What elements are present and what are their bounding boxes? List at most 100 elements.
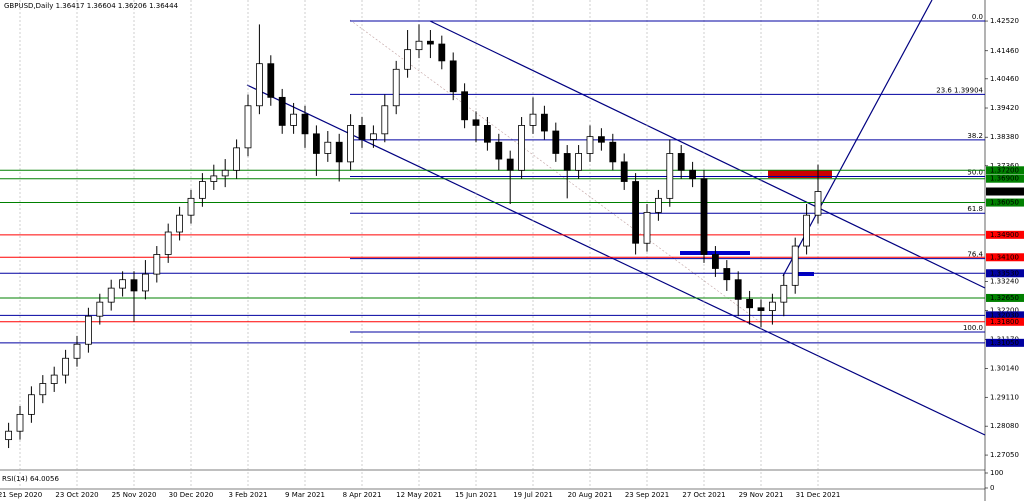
zone: [798, 272, 814, 276]
candle-body: [461, 91, 469, 121]
level-label: 1.36900: [990, 175, 1019, 183]
chart-title: GBPUSD,Daily 1.36417 1.36604 1.36206 1.3…: [4, 2, 179, 10]
candle-body: [176, 214, 184, 233]
candle-body: [757, 307, 765, 311]
level-tag: [986, 230, 1024, 239]
y-tick-label: 1.41460: [990, 47, 1019, 55]
level-tag: [986, 338, 1024, 347]
y-tick-label: 1.38380: [990, 133, 1019, 141]
candle-body: [506, 158, 514, 171]
level-label: 1.34900: [990, 231, 1019, 239]
candle-body: [5, 430, 12, 441]
level-tag: [986, 317, 1024, 326]
candle-body: [107, 287, 115, 303]
candle-body: [347, 125, 355, 163]
candle-body: [96, 301, 104, 317]
y-tick-label: 1.27050: [990, 451, 1019, 459]
y-tick-label: 1.30140: [990, 364, 1019, 372]
candle-body: [769, 301, 776, 311]
fib-label: 38.2: [967, 132, 983, 140]
x-tick-label: 31 Dec 2021: [796, 491, 841, 499]
y-tick-label: 1.39420: [990, 104, 1019, 112]
level-tag: [986, 253, 1024, 262]
candle-body: [723, 268, 731, 281]
candle-body: [85, 315, 92, 345]
candle-body: [255, 63, 263, 107]
candle-body: [130, 279, 138, 292]
fib-base-line: [349, 19, 761, 323]
level-label: 1.34100: [990, 253, 1019, 261]
candle-body: [677, 153, 685, 171]
candle-body: [483, 125, 491, 143]
candle-body: [438, 43, 446, 62]
x-tick-label: 30 Dec 2020: [169, 491, 214, 499]
candle-body: [369, 133, 377, 140]
x-tick-label: 9 Mar 2021: [285, 491, 325, 499]
y-tick-label: 1.40460: [990, 75, 1019, 83]
level-tag: [986, 269, 1024, 278]
candle-body: [415, 40, 423, 51]
level-tag: [986, 311, 1024, 320]
candle-body: [39, 383, 47, 396]
candle-body: [141, 273, 149, 292]
candle-body: [803, 214, 810, 247]
candle-body: [552, 130, 560, 154]
candle-body: [153, 254, 161, 275]
candle-body: [586, 136, 594, 154]
candle-body: [27, 394, 35, 415]
candle-body: [50, 374, 58, 384]
candle-body: [700, 178, 708, 255]
y-tick-label: 1.29110: [990, 393, 1019, 401]
x-tick-label: 29 Nov 2021: [739, 491, 784, 499]
candle-body: [609, 141, 617, 163]
candle-body: [187, 197, 195, 216]
x-tick-label: 23 Oct 2020: [55, 491, 98, 499]
candle-body: [655, 197, 662, 213]
x-tick-label: 12 May 2021: [396, 491, 442, 499]
candle-body: [164, 231, 172, 255]
candle-body: [632, 181, 639, 244]
x-tick-label: 3 Feb 2021: [228, 491, 267, 499]
candle-body: [495, 141, 503, 160]
candle-body: [221, 169, 229, 177]
candle-body: [278, 96, 286, 126]
candle-body: [404, 49, 412, 70]
candle-body: [62, 357, 69, 376]
candle-body: [712, 254, 719, 269]
fib-label: 23.6 1.39904: [936, 86, 983, 94]
candle-body: [198, 181, 206, 199]
indicator-label: RSI(14) 64.0056: [2, 475, 59, 483]
level-tag: [986, 198, 1024, 207]
indicator-tick-label: 100: [990, 469, 1003, 477]
y-tick-label: 1.42520: [990, 17, 1019, 25]
candle-body: [312, 133, 320, 154]
zone: [768, 170, 832, 178]
indicator-tick-label: 0: [990, 484, 994, 492]
candle-body: [780, 284, 788, 303]
x-tick-label: 19 Jul 2021: [513, 491, 553, 499]
level-tag: [986, 174, 1024, 183]
candle-body: [449, 60, 457, 93]
x-tick-label: 25 Nov 2020: [112, 491, 157, 499]
last-price-label: 1.36444: [990, 188, 1019, 196]
candle-body: [666, 153, 674, 199]
candle-body: [244, 105, 252, 149]
level-label: 1.33530: [990, 269, 1019, 277]
candle-body: [381, 105, 389, 135]
candle-body: [518, 125, 525, 171]
candle-body: [598, 136, 605, 143]
candle-body: [119, 279, 126, 289]
candle-body: [426, 40, 434, 45]
level-label: 1.36050: [990, 199, 1019, 207]
x-tick-label: 15 Jun 2021: [455, 491, 497, 499]
candle-body: [290, 113, 298, 126]
fib-label: 50.0: [967, 169, 983, 177]
candle-body: [620, 161, 628, 182]
x-tick-label: 23 Sep 2021: [625, 491, 669, 499]
candle-body: [73, 343, 81, 359]
level-tag: [986, 166, 1024, 175]
x-tick-label: 20 Aug 2021: [568, 491, 613, 499]
candle-body: [301, 113, 309, 135]
